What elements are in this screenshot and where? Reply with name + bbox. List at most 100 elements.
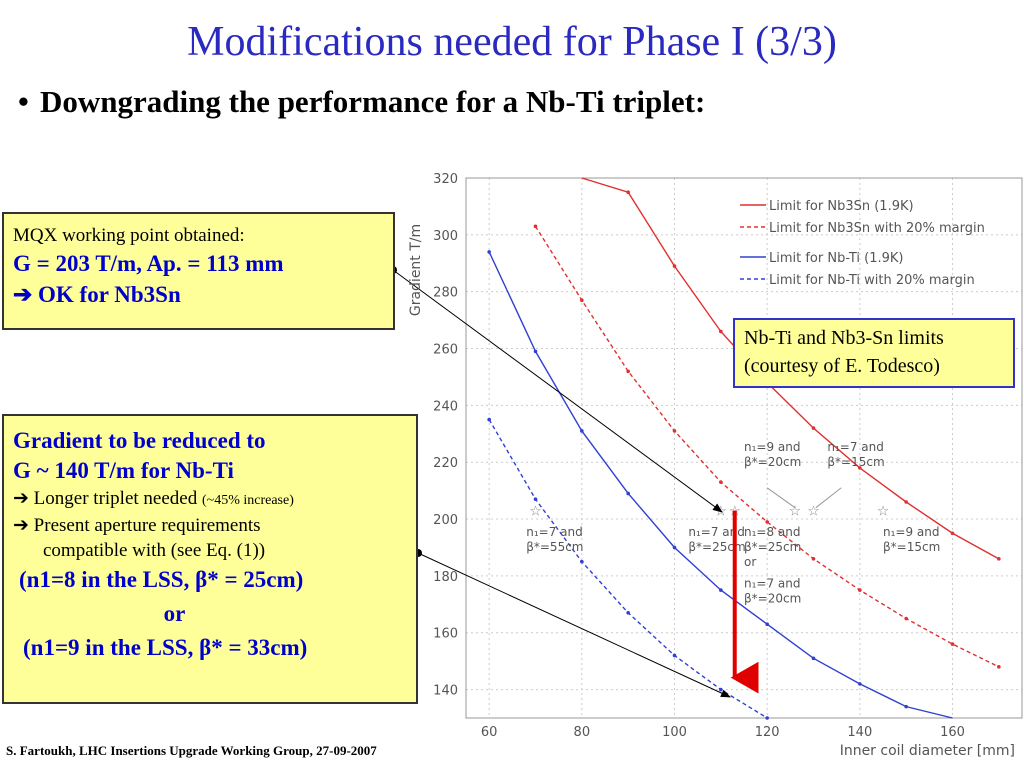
series-point-2 bbox=[487, 250, 491, 254]
x-tick-label: 120 bbox=[755, 725, 780, 740]
series-point-3 bbox=[580, 559, 584, 564]
series-point-0 bbox=[719, 329, 723, 334]
gradient-box-or: or bbox=[163, 601, 186, 626]
series-point-3 bbox=[719, 687, 723, 692]
series-point-1 bbox=[719, 480, 723, 484]
series-point-1 bbox=[950, 642, 955, 646]
point-annotation: β*=20cm bbox=[744, 455, 801, 469]
chart-ticks: 140 160 180 200 220 240 260 280 300 320 60 80 100 120… bbox=[433, 172, 965, 740]
series-line-0 bbox=[581, 177, 1000, 560]
series-point-3 bbox=[765, 716, 769, 720]
star-marker-icon: ☆ bbox=[807, 505, 820, 520]
y-tick-label: 140 bbox=[433, 684, 458, 699]
point-annotation: or bbox=[744, 555, 756, 569]
y-tick-label: 320 bbox=[433, 172, 458, 187]
series-point-0 bbox=[997, 557, 1001, 561]
legend-label-2: Limit for Nb-Ti (1.9K) bbox=[769, 251, 903, 266]
x-tick-label: 140 bbox=[847, 725, 872, 740]
series-point-1 bbox=[811, 557, 816, 561]
series-point-2 bbox=[533, 349, 538, 354]
series-point-0 bbox=[858, 466, 862, 470]
series-point-0 bbox=[626, 190, 630, 195]
credit-line1: Nb-Ti and Nb3-Sn limits bbox=[744, 327, 944, 349]
point-annotation: n₁=8 and bbox=[744, 525, 801, 539]
x-tick-label: 100 bbox=[662, 725, 687, 740]
series-point-1 bbox=[765, 520, 769, 524]
star-marker-icon: ☆ bbox=[877, 505, 890, 520]
series-point-3 bbox=[487, 417, 491, 422]
x-tick-label: 60 bbox=[481, 725, 498, 740]
y-tick-label: 240 bbox=[433, 399, 458, 414]
gradient-box-option1: (n1=8 in the LSS, β* = 25cm) bbox=[19, 567, 304, 592]
series-point-3 bbox=[626, 611, 630, 615]
series-point-1 bbox=[858, 588, 862, 592]
point-annotation: n₁=7 and bbox=[526, 525, 583, 539]
series-point-1 bbox=[997, 665, 1001, 669]
series-point-1 bbox=[672, 429, 677, 433]
series-point-1 bbox=[626, 369, 630, 374]
mqx-box-line1: MQX working point obtained: bbox=[13, 225, 245, 246]
series-point-2 bbox=[765, 622, 769, 627]
mqx-working-point-box: MQX working point obtained: G = 203 T/m,… bbox=[2, 212, 395, 330]
series-point-3 bbox=[533, 497, 538, 501]
star-marker-icon: ☆ bbox=[529, 505, 542, 520]
point-annotation: n₁=7 and bbox=[688, 525, 745, 539]
bullet-heading: • Downgrading the performance for a Nb-Ti… bbox=[18, 84, 705, 120]
y-tick-label: 180 bbox=[433, 570, 458, 585]
bullet-text: Downgrading the performance for a Nb-Ti … bbox=[40, 84, 706, 119]
y-tick-label: 280 bbox=[433, 286, 458, 301]
series-point-2 bbox=[719, 588, 723, 592]
mqx-box-line3: ➔ OK for Nb3Sn bbox=[13, 282, 181, 307]
point-annotation: β*=15cm bbox=[883, 540, 940, 554]
gradient-box-item1-note: (~45% increase) bbox=[201, 493, 294, 508]
series-point-1 bbox=[580, 298, 584, 303]
x-tick-label: 160 bbox=[940, 725, 965, 740]
annotation-leader bbox=[766, 487, 796, 509]
series-point-0 bbox=[672, 264, 677, 268]
series-line-3 bbox=[488, 419, 768, 719]
series-point-3 bbox=[672, 653, 677, 658]
legend-label-3: Limit for Nb-Ti with 20% margin bbox=[769, 273, 975, 288]
y-tick-label: 260 bbox=[433, 343, 458, 358]
chart-series bbox=[487, 177, 1001, 720]
gradient-box-heading1: Gradient to be reduced to bbox=[13, 428, 266, 453]
point-annotation: β*=55cm bbox=[526, 540, 583, 554]
bullet-dot: • bbox=[18, 84, 29, 119]
series-point-1 bbox=[533, 224, 538, 229]
mqx-box-line2: G = 203 T/m, Ap. = 113 mm bbox=[13, 251, 284, 276]
gradient-box-item2a: ➔ Present aperture requirements bbox=[13, 515, 261, 536]
gradient-box-item2b: compatible with (see Eq. (1)) bbox=[43, 540, 266, 561]
series-point-2 bbox=[580, 429, 584, 433]
gradient-box-item1-text: ➔ Longer triplet needed bbox=[13, 488, 198, 509]
point-annotation: n₁=7 and bbox=[827, 440, 884, 454]
y-axis-title: Gradient T/m bbox=[408, 224, 424, 316]
credit-line2: (courtesy of E. Todesco) bbox=[744, 355, 940, 377]
legend-label-0: Limit for Nb3Sn (1.9K) bbox=[769, 199, 914, 214]
point-annotation: n₁=9 and bbox=[883, 525, 940, 539]
slide-footer: S. Fartoukh, LHC Insertions Upgrade Work… bbox=[6, 743, 377, 758]
chart-grid bbox=[466, 177, 1022, 718]
chart-frame bbox=[465, 177, 1023, 719]
series-point-0 bbox=[811, 426, 816, 430]
credit-box: Nb-Ti and Nb3-Sn limits (courtesy of E. … bbox=[733, 318, 1015, 388]
x-axis-title: Inner coil diameter [mm] bbox=[840, 743, 1015, 759]
star-marker-icon: ☆ bbox=[715, 505, 728, 520]
gradient-reduction-box: Gradient to be reduced to G ~ 140 T/m fo… bbox=[2, 414, 418, 704]
pointer-arrow bbox=[392, 269, 723, 513]
chart-legend: Limit for Nb3Sn (1.9K) Limit for Nb3Sn wi… bbox=[740, 199, 985, 288]
chart-markers: ☆☆☆☆☆☆ bbox=[529, 505, 889, 520]
series-point-0 bbox=[904, 500, 908, 504]
gradient-box-heading2: G ~ 140 T/m for Nb-Ti bbox=[13, 458, 234, 483]
annotation-leader bbox=[815, 487, 842, 509]
pointer-arrow bbox=[417, 552, 731, 698]
gradient-box-option2: (n1=9 in the LSS, β* = 33cm) bbox=[23, 635, 308, 660]
point-annotation: β*=20cm bbox=[744, 591, 801, 605]
y-tick-label: 300 bbox=[433, 229, 458, 244]
point-annotation: β*=25cm bbox=[688, 540, 745, 554]
x-tick-label: 80 bbox=[574, 725, 591, 740]
series-line-1 bbox=[534, 225, 1000, 668]
legend-label-1: Limit for Nb3Sn with 20% margin bbox=[769, 221, 985, 236]
y-tick-label: 220 bbox=[433, 456, 458, 471]
